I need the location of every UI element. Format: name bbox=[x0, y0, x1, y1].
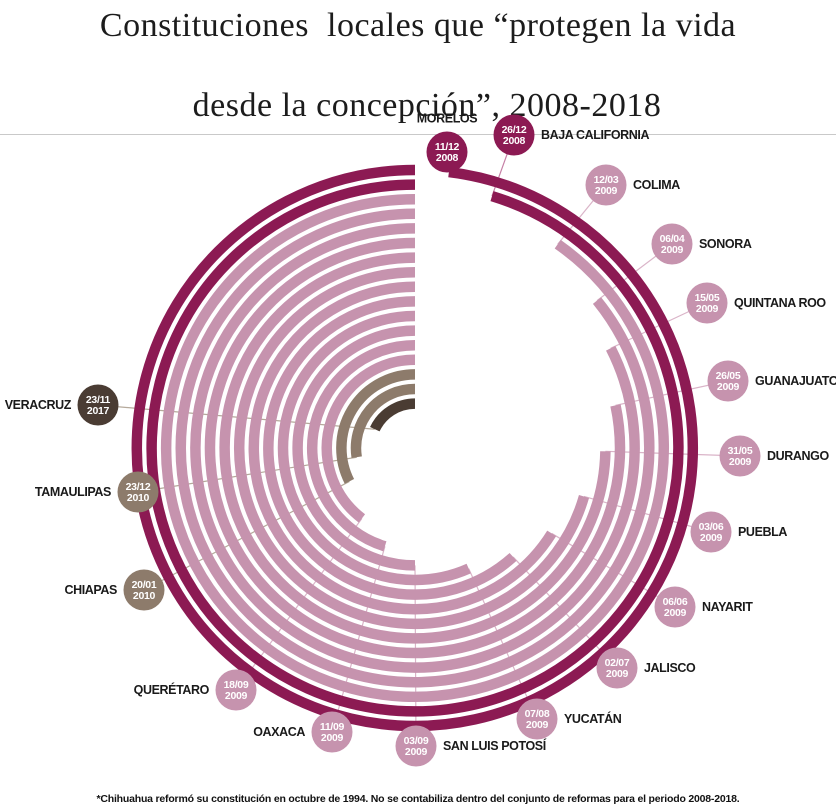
arc-quintana-roo bbox=[190, 223, 640, 673]
badge-sonora bbox=[651, 223, 693, 265]
label-tamaulipas: TAMAULIPAS bbox=[35, 485, 111, 499]
arc-puebla bbox=[233, 266, 590, 630]
arc-baja-california bbox=[146, 179, 684, 717]
label-morelos: MORELOS bbox=[417, 112, 477, 126]
label-oaxaca: OAXACA bbox=[253, 725, 305, 739]
arc-yucatan bbox=[277, 310, 471, 586]
arc-colima bbox=[160, 193, 670, 703]
header: Constituciones locales que “protegen la … bbox=[0, 0, 836, 135]
badge-date-oaxaca: 11/09 2009 bbox=[320, 721, 345, 744]
arc-san-luis-potosi bbox=[292, 325, 416, 571]
badge-date-baja-california: 26/12 2008 bbox=[502, 124, 527, 147]
radial-chart-area: 11/12 2008 MORELOS 26/12 2008 BAJA CALIFORNIA… bbox=[0, 90, 836, 790]
label-san-luis-potosi: SAN LUIS POTOSÍ bbox=[443, 738, 547, 753]
connector-durango bbox=[605, 450, 741, 457]
badge-baja-california bbox=[493, 114, 535, 156]
label-chiapas: CHIAPAS bbox=[64, 583, 117, 597]
badge-date-colima: 12/03 2009 bbox=[594, 174, 619, 197]
badge-quintana-roo bbox=[686, 282, 728, 324]
badge-date-queretaro: 18/09 2009 bbox=[224, 679, 249, 702]
badge-veracruz bbox=[77, 384, 119, 426]
badge-date-guanajuato: 26/05 2009 bbox=[716, 370, 741, 393]
label-nayarit: NAYARIT bbox=[702, 600, 753, 614]
header-divider bbox=[0, 134, 836, 135]
badge-guanajuato bbox=[707, 360, 749, 402]
label-puebla: PUEBLA bbox=[738, 525, 787, 539]
badge-date-veracruz: 23/11 2017 bbox=[86, 394, 111, 417]
title-line-2: desde la concepción”, 2008-2018 bbox=[192, 87, 662, 124]
footnote: *Chihuahua reformó su constitución en oc… bbox=[96, 793, 740, 805]
arc-queretaro bbox=[321, 354, 416, 523]
badge-yucatan bbox=[516, 698, 558, 740]
date-badges: 11/12 2008 MORELOS 26/12 2008 BAJA CALIFORNIA… bbox=[5, 112, 836, 767]
badge-date-sonora: 06/04 2009 bbox=[660, 233, 685, 256]
label-yucatan: YUCATÁN bbox=[564, 711, 622, 726]
badge-date-durango: 31/05 2009 bbox=[728, 445, 753, 468]
badge-date-morelos: 11/12 2008 bbox=[435, 141, 460, 164]
label-guanajuato: GUANAJUATO bbox=[755, 374, 836, 388]
badge-date-yucatan: 07/08 2009 bbox=[525, 708, 550, 731]
radial-chart: 11/12 2008 MORELOS 26/12 2008 BAJA CALIFORNIA… bbox=[5, 112, 836, 767]
arc-durango bbox=[219, 252, 611, 644]
badge-date-jalisco: 02/07 2009 bbox=[605, 657, 630, 680]
badge-date-tamaulipas: 23/12 2010 bbox=[126, 481, 151, 504]
badge-colima bbox=[585, 164, 627, 206]
label-jalisco: JALISCO bbox=[644, 661, 696, 675]
label-sonora: SONORA bbox=[699, 237, 752, 251]
connector-tamaulipas bbox=[137, 456, 357, 493]
label-quintana-roo: QUINTANA ROO bbox=[734, 296, 826, 310]
badge-queretaro bbox=[215, 669, 257, 711]
arc-veracruz bbox=[370, 398, 416, 432]
badge-date-nayarit: 06/06 2009 bbox=[663, 596, 688, 619]
arc-chiapas bbox=[336, 369, 416, 484]
arc-tamaulipas bbox=[350, 383, 416, 459]
badge-durango bbox=[719, 435, 761, 477]
arc-sonora bbox=[175, 208, 655, 688]
badge-nayarit bbox=[654, 586, 696, 628]
badge-date-puebla: 03/06 2009 bbox=[699, 521, 724, 544]
arc-morelos bbox=[131, 164, 699, 732]
arc-guanajuato bbox=[204, 237, 626, 659]
badge-chiapas bbox=[123, 569, 165, 611]
badge-san-luis-potosi bbox=[395, 725, 437, 767]
label-queretaro: QUERÉTARO bbox=[134, 682, 210, 697]
badge-jalisco bbox=[596, 647, 638, 689]
connector-puebla bbox=[583, 495, 712, 533]
arc-oaxaca bbox=[306, 339, 416, 552]
badge-puebla bbox=[690, 511, 732, 553]
badge-date-san-luis-potosi: 03/09 2009 bbox=[404, 735, 429, 758]
label-veracruz: VERACRUZ bbox=[5, 398, 72, 412]
label-colima: COLIMA bbox=[633, 178, 680, 192]
arc-nayarit bbox=[248, 281, 557, 615]
badge-date-quintana-roo: 15/05 2009 bbox=[695, 292, 720, 315]
label-baja-california: BAJA CALIFORNIA bbox=[541, 128, 649, 142]
title-line-1: Constituciones locales que “protegen la … bbox=[99, 7, 737, 44]
badge-date-chiapas: 20/01 2010 bbox=[132, 579, 157, 602]
label-durango: DURANGO bbox=[767, 449, 829, 463]
arc-jalisco bbox=[263, 296, 517, 600]
badge-oaxaca bbox=[311, 711, 353, 753]
page-title: Constituciones locales que “protegen la … bbox=[0, 6, 836, 126]
badge-morelos bbox=[426, 131, 468, 173]
state-arcs bbox=[131, 164, 699, 732]
badge-tamaulipas bbox=[117, 471, 159, 513]
